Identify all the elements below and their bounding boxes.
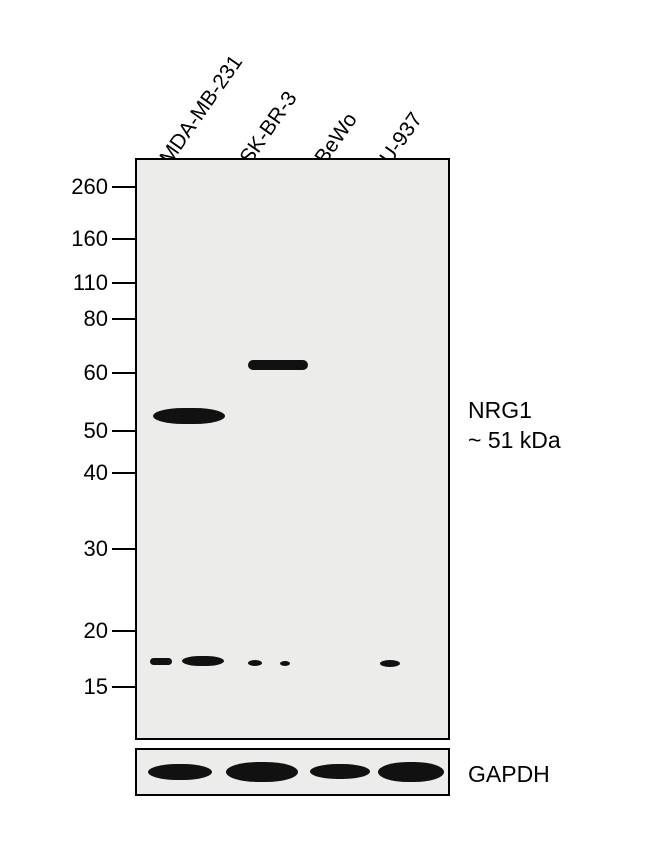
gapdh-band-lane3 [310,764,370,779]
mw-tick-30 [112,548,136,550]
mw-marker-20: 20 [84,618,108,644]
mw-tick-15 [112,686,136,688]
band-nrg1-lane2 [248,360,308,370]
mw-marker-50: 50 [84,418,108,444]
western-blot-figure: MDA-MB-231 SK-BR-3 BeWo U-937 260 160 11… [30,20,620,840]
gapdh-band-lane1 [148,764,212,780]
mw-tick-110 [112,282,136,284]
band-low-lane2a [248,660,262,666]
mw-tick-160 [112,238,136,240]
mw-marker-160: 160 [71,226,108,252]
target-name: NRG1 [468,396,561,426]
mw-marker-60: 60 [84,360,108,386]
mw-tick-60 [112,372,136,374]
mw-marker-110: 110 [73,270,108,296]
mw-marker-260: 260 [71,174,108,200]
band-low-lane2b [280,661,290,666]
lane-label-2: SK-BR-3 [235,87,302,169]
mw-tick-40 [112,472,136,474]
band-low-lane1a [150,658,172,665]
band-low-lane1b [182,656,224,666]
gapdh-band-lane4 [378,762,444,782]
target-label: NRG1 ~ 51 kDa [468,396,561,456]
band-nrg1-lane1 [153,408,225,424]
band-low-lane4 [380,660,400,667]
mw-marker-80: 80 [84,306,108,332]
lane-label-1: MDA-MB-231 [155,51,248,169]
main-blot-panel [135,158,450,740]
mw-marker-30: 30 [84,536,108,562]
gapdh-band-lane2 [226,762,298,782]
mw-tick-80 [112,318,136,320]
lane-labels-group: MDA-MB-231 SK-BR-3 BeWo U-937 [30,20,620,150]
mw-tick-260 [112,186,136,188]
loading-control-label: GAPDH [468,760,550,790]
mw-marker-40: 40 [84,460,108,486]
mw-marker-15: 15 [84,674,108,700]
mw-tick-20 [112,630,136,632]
target-size: ~ 51 kDa [468,426,561,456]
mw-tick-50 [112,430,136,432]
